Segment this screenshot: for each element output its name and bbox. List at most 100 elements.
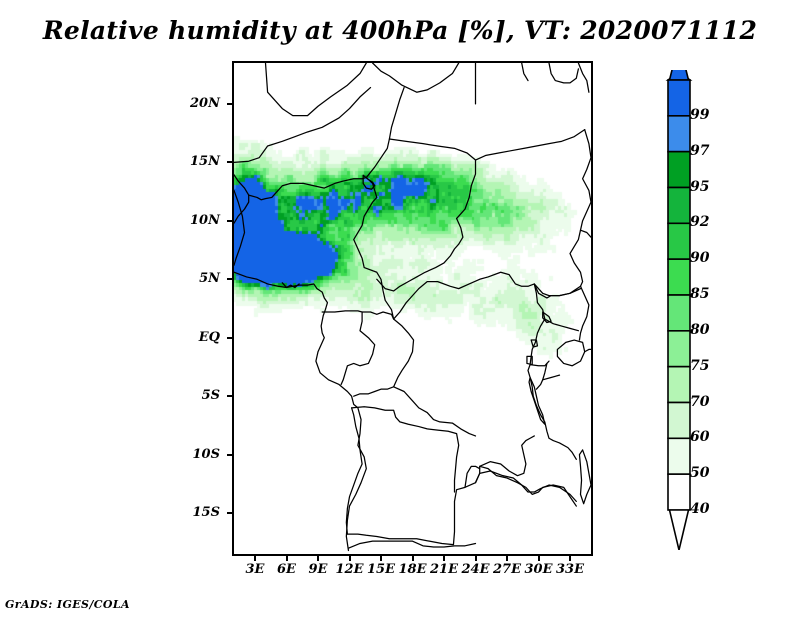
- border-path: [365, 86, 405, 179]
- colorbar-segment: [667, 401, 691, 440]
- map-frame: [232, 61, 593, 556]
- colorbar-segment: [667, 258, 691, 296]
- humidity-field-raster: [234, 63, 591, 554]
- y-axis-tick: [227, 453, 232, 456]
- colorbar-tick-label: 99: [690, 106, 710, 123]
- border-path: [578, 449, 591, 505]
- border-path: [464, 465, 481, 488]
- border-path: [530, 339, 539, 348]
- map-plot-area: [232, 61, 593, 556]
- border-path: [321, 310, 376, 386]
- border-path: [248, 176, 367, 201]
- colorbar-segment: [667, 186, 691, 225]
- colorbar-segment: [667, 79, 691, 117]
- border-path: [376, 217, 464, 292]
- x-axis-tick: [348, 556, 351, 561]
- credit-text: GrADS: IGES/COLA: [5, 598, 130, 611]
- x-axis-tick: [506, 556, 508, 561]
- border-path: [234, 189, 246, 266]
- colorbar-taper-top: [668, 41, 690, 81]
- x-axis-tick: [411, 556, 414, 561]
- colorbar-tick-label: 50: [690, 465, 710, 482]
- border-path: [264, 63, 367, 117]
- x-axis-label: 24E: [461, 562, 490, 577]
- border-path: [556, 339, 586, 367]
- border-path: [529, 360, 550, 367]
- x-axis-label: 18E: [398, 562, 427, 577]
- y-axis-label: 10N: [190, 212, 220, 228]
- border-path: [578, 285, 590, 341]
- colorbar-tick-label: 60: [690, 429, 710, 446]
- chart-title: Relative humidity at 400hPa [%], VT: 202…: [42, 16, 758, 45]
- border-path: [392, 271, 582, 320]
- colorbar-arrow-bottom: [668, 509, 690, 551]
- colorbar-tick-label: 85: [690, 286, 710, 302]
- border-path: [521, 63, 529, 82]
- colorbar-tick-label: 75: [690, 357, 710, 374]
- colorbar-segment: [667, 330, 691, 368]
- x-axis-label: 3E: [245, 562, 265, 577]
- y-axis-tick: [227, 336, 232, 339]
- border-path: [362, 174, 376, 190]
- x-axis-label: 33E: [556, 562, 584, 577]
- colorbar-tick-label: 70: [690, 393, 710, 410]
- border-path: [392, 386, 477, 437]
- border-path: [579, 229, 591, 238]
- border-path: [569, 129, 591, 287]
- y-axis-label: 5S: [201, 388, 220, 404]
- border-path: [527, 283, 577, 460]
- colorbar-segment: [667, 365, 691, 404]
- border-path: [350, 406, 460, 493]
- border-path: [542, 374, 561, 381]
- y-axis-label: 10S: [192, 446, 220, 462]
- border-path: [474, 470, 577, 503]
- colorbar-segment: [667, 294, 691, 332]
- y-axis-tick: [227, 102, 232, 105]
- border-path: [388, 138, 477, 220]
- x-axis-label: 6E: [277, 562, 296, 577]
- border-path: [535, 362, 548, 390]
- x-axis-tick: [285, 556, 288, 561]
- y-axis-tick: [227, 219, 232, 222]
- border-path: [548, 63, 580, 84]
- x-axis-tick: [317, 556, 319, 561]
- y-axis-tick: [227, 395, 232, 398]
- y-axis-label: 15N: [190, 154, 220, 170]
- y-axis-tick: [227, 278, 232, 281]
- border-path: [234, 86, 372, 163]
- border-path: [584, 348, 591, 353]
- x-axis-tick: [569, 556, 571, 561]
- colorbar-segment: [667, 473, 691, 511]
- x-axis-label: 12E: [335, 562, 364, 577]
- colorbar: 99 97 95 92 90 85 80 75 70 60 50 40: [660, 41, 790, 551]
- border-path: [353, 176, 395, 320]
- x-axis-label: 21E: [430, 562, 458, 577]
- border-path: [528, 376, 546, 425]
- border-path: [361, 311, 395, 320]
- x-axis-label: 9E: [308, 562, 328, 577]
- colorbar-segment: [667, 115, 691, 153]
- y-axis-label: EQ: [198, 329, 220, 345]
- x-axis-label: 30E: [524, 562, 553, 577]
- colorbar-tick-label: 40: [690, 501, 710, 517]
- border-path: [533, 283, 582, 299]
- y-axis-tick: [227, 512, 232, 515]
- border-path: [371, 63, 460, 93]
- border-path: [347, 540, 477, 549]
- border-path: [345, 407, 363, 535]
- x-axis-tick: [537, 556, 540, 561]
- colorbar-tick-label: 80: [690, 321, 710, 338]
- colorbar-tick-label: 92: [690, 214, 710, 231]
- x-axis-tick: [443, 556, 445, 561]
- colorbar-tick-label: 97: [690, 142, 710, 159]
- colorbar-segment: [667, 437, 691, 475]
- border-path: [353, 318, 415, 397]
- x-axis-label: 15E: [367, 562, 395, 577]
- colorbar-swatches: [665, 41, 693, 551]
- border-path: [234, 271, 367, 552]
- border-path: [346, 465, 577, 546]
- x-axis-tick: [254, 556, 256, 561]
- border-path: [474, 129, 586, 161]
- y-axis-tick: [227, 161, 232, 164]
